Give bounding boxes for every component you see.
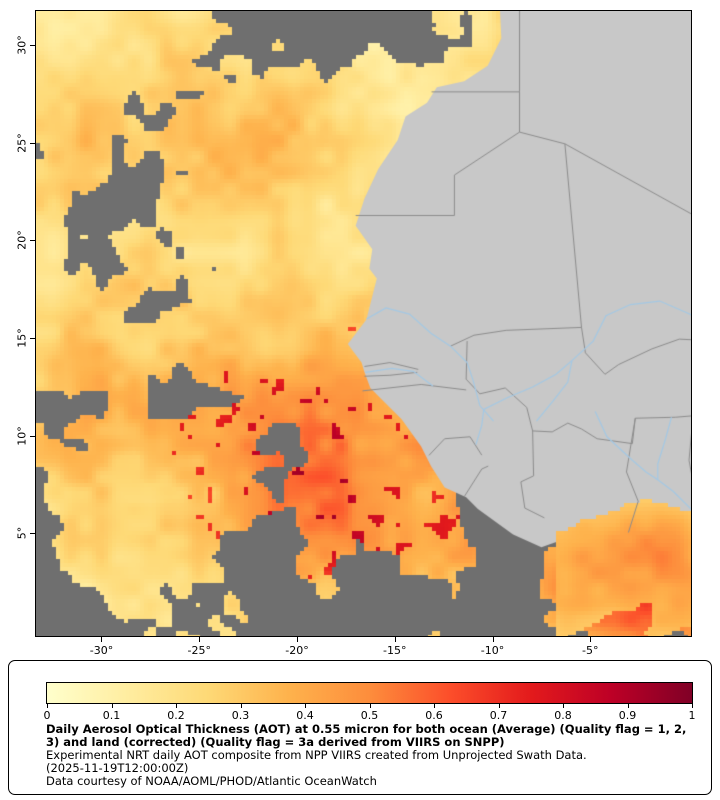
lon-tick-label: -30° bbox=[89, 644, 114, 657]
colorbar-tick-label: 0.4 bbox=[296, 709, 314, 722]
colorbar-tick-mark bbox=[692, 704, 693, 708]
lat-tick-mark bbox=[30, 533, 35, 535]
caption-courtesy: Data courtesy of NOAA/AOML/PHOD/Atlantic… bbox=[46, 774, 377, 788]
caption-timestamp: (2025-11-19T12:00:00Z) bbox=[46, 761, 189, 775]
colorbar-tick-label: 0.7 bbox=[489, 709, 508, 722]
colorbar-tick-label: 0.2 bbox=[167, 709, 185, 722]
lat-tick-mark bbox=[30, 45, 35, 47]
lon-tick-label: -10° bbox=[480, 644, 505, 657]
colorbar-tick-mark bbox=[563, 704, 564, 708]
lon-tick-label: -25° bbox=[187, 644, 211, 657]
lat-tick-label: 5° bbox=[15, 527, 29, 540]
colorbar-tick-mark bbox=[111, 704, 113, 708]
colorbar-tick-label: 0 bbox=[43, 709, 51, 722]
lat-tick-mark bbox=[30, 142, 35, 144]
legend-box: 0 0.1 0.2 0.3 0.4 0.5 0.6 0.7 0.8 0.9 1 Daily Aero… bbox=[8, 660, 712, 795]
lon-tick-mark bbox=[297, 637, 298, 642]
colorbar-tick-mark bbox=[369, 704, 371, 708]
lon-tick-mark bbox=[492, 637, 494, 642]
colorbar-tick-mark bbox=[627, 704, 629, 708]
lon-tick-label: -15° bbox=[383, 644, 407, 657]
colorbar-tick-label: 0.6 bbox=[425, 709, 443, 722]
lat-tick-mark bbox=[30, 338, 35, 340]
map-plot-area bbox=[35, 10, 692, 637]
lon-tick-mark bbox=[101, 637, 103, 642]
colorbar-tick-mark bbox=[240, 704, 242, 708]
caption-title: Daily Aerosol Optical Thickness (AOT) at… bbox=[46, 722, 687, 749]
lon-tick-label: -20° bbox=[285, 644, 309, 657]
lon-tick-mark bbox=[394, 637, 396, 642]
lat-tick-mark bbox=[30, 435, 35, 437]
colorbar-tick-mark bbox=[176, 704, 177, 708]
colorbar-tick-label: 0.9 bbox=[618, 709, 637, 722]
lon-tick-mark bbox=[199, 637, 201, 642]
lat-tick-label: 30° bbox=[15, 35, 29, 55]
lat-tick-label: 15° bbox=[15, 328, 29, 348]
lon-tick-mark bbox=[590, 637, 592, 642]
colorbar-tick-mark bbox=[47, 704, 48, 708]
colorbar-tick-mark bbox=[305, 704, 306, 708]
lat-tick-label: 25° bbox=[15, 133, 29, 153]
colorbar-tick-label: 0.8 bbox=[554, 709, 572, 722]
lat-tick-label: 20° bbox=[15, 230, 29, 251]
colorbar-tick-mark bbox=[498, 704, 500, 708]
caption-line-experimental: Experimental NRT daily AOT composite fro… bbox=[46, 748, 587, 762]
lon-tick-label: -5° bbox=[582, 644, 599, 657]
aot-raster-map bbox=[36, 11, 691, 636]
aot-colorbar bbox=[46, 682, 693, 704]
colorbar-tick-mark bbox=[434, 704, 435, 708]
lat-tick-label: 10° bbox=[15, 426, 29, 446]
caption: Daily Aerosol Optical Thickness (AOT) at… bbox=[46, 723, 695, 788]
colorbar-tick-label: 0.1 bbox=[102, 709, 121, 722]
colorbar-tick-label: 0.3 bbox=[231, 709, 250, 722]
colorbar-tick-label: 0.5 bbox=[360, 709, 379, 722]
colorbar-tick-label: 1 bbox=[688, 709, 696, 722]
lat-tick-mark bbox=[30, 240, 35, 242]
